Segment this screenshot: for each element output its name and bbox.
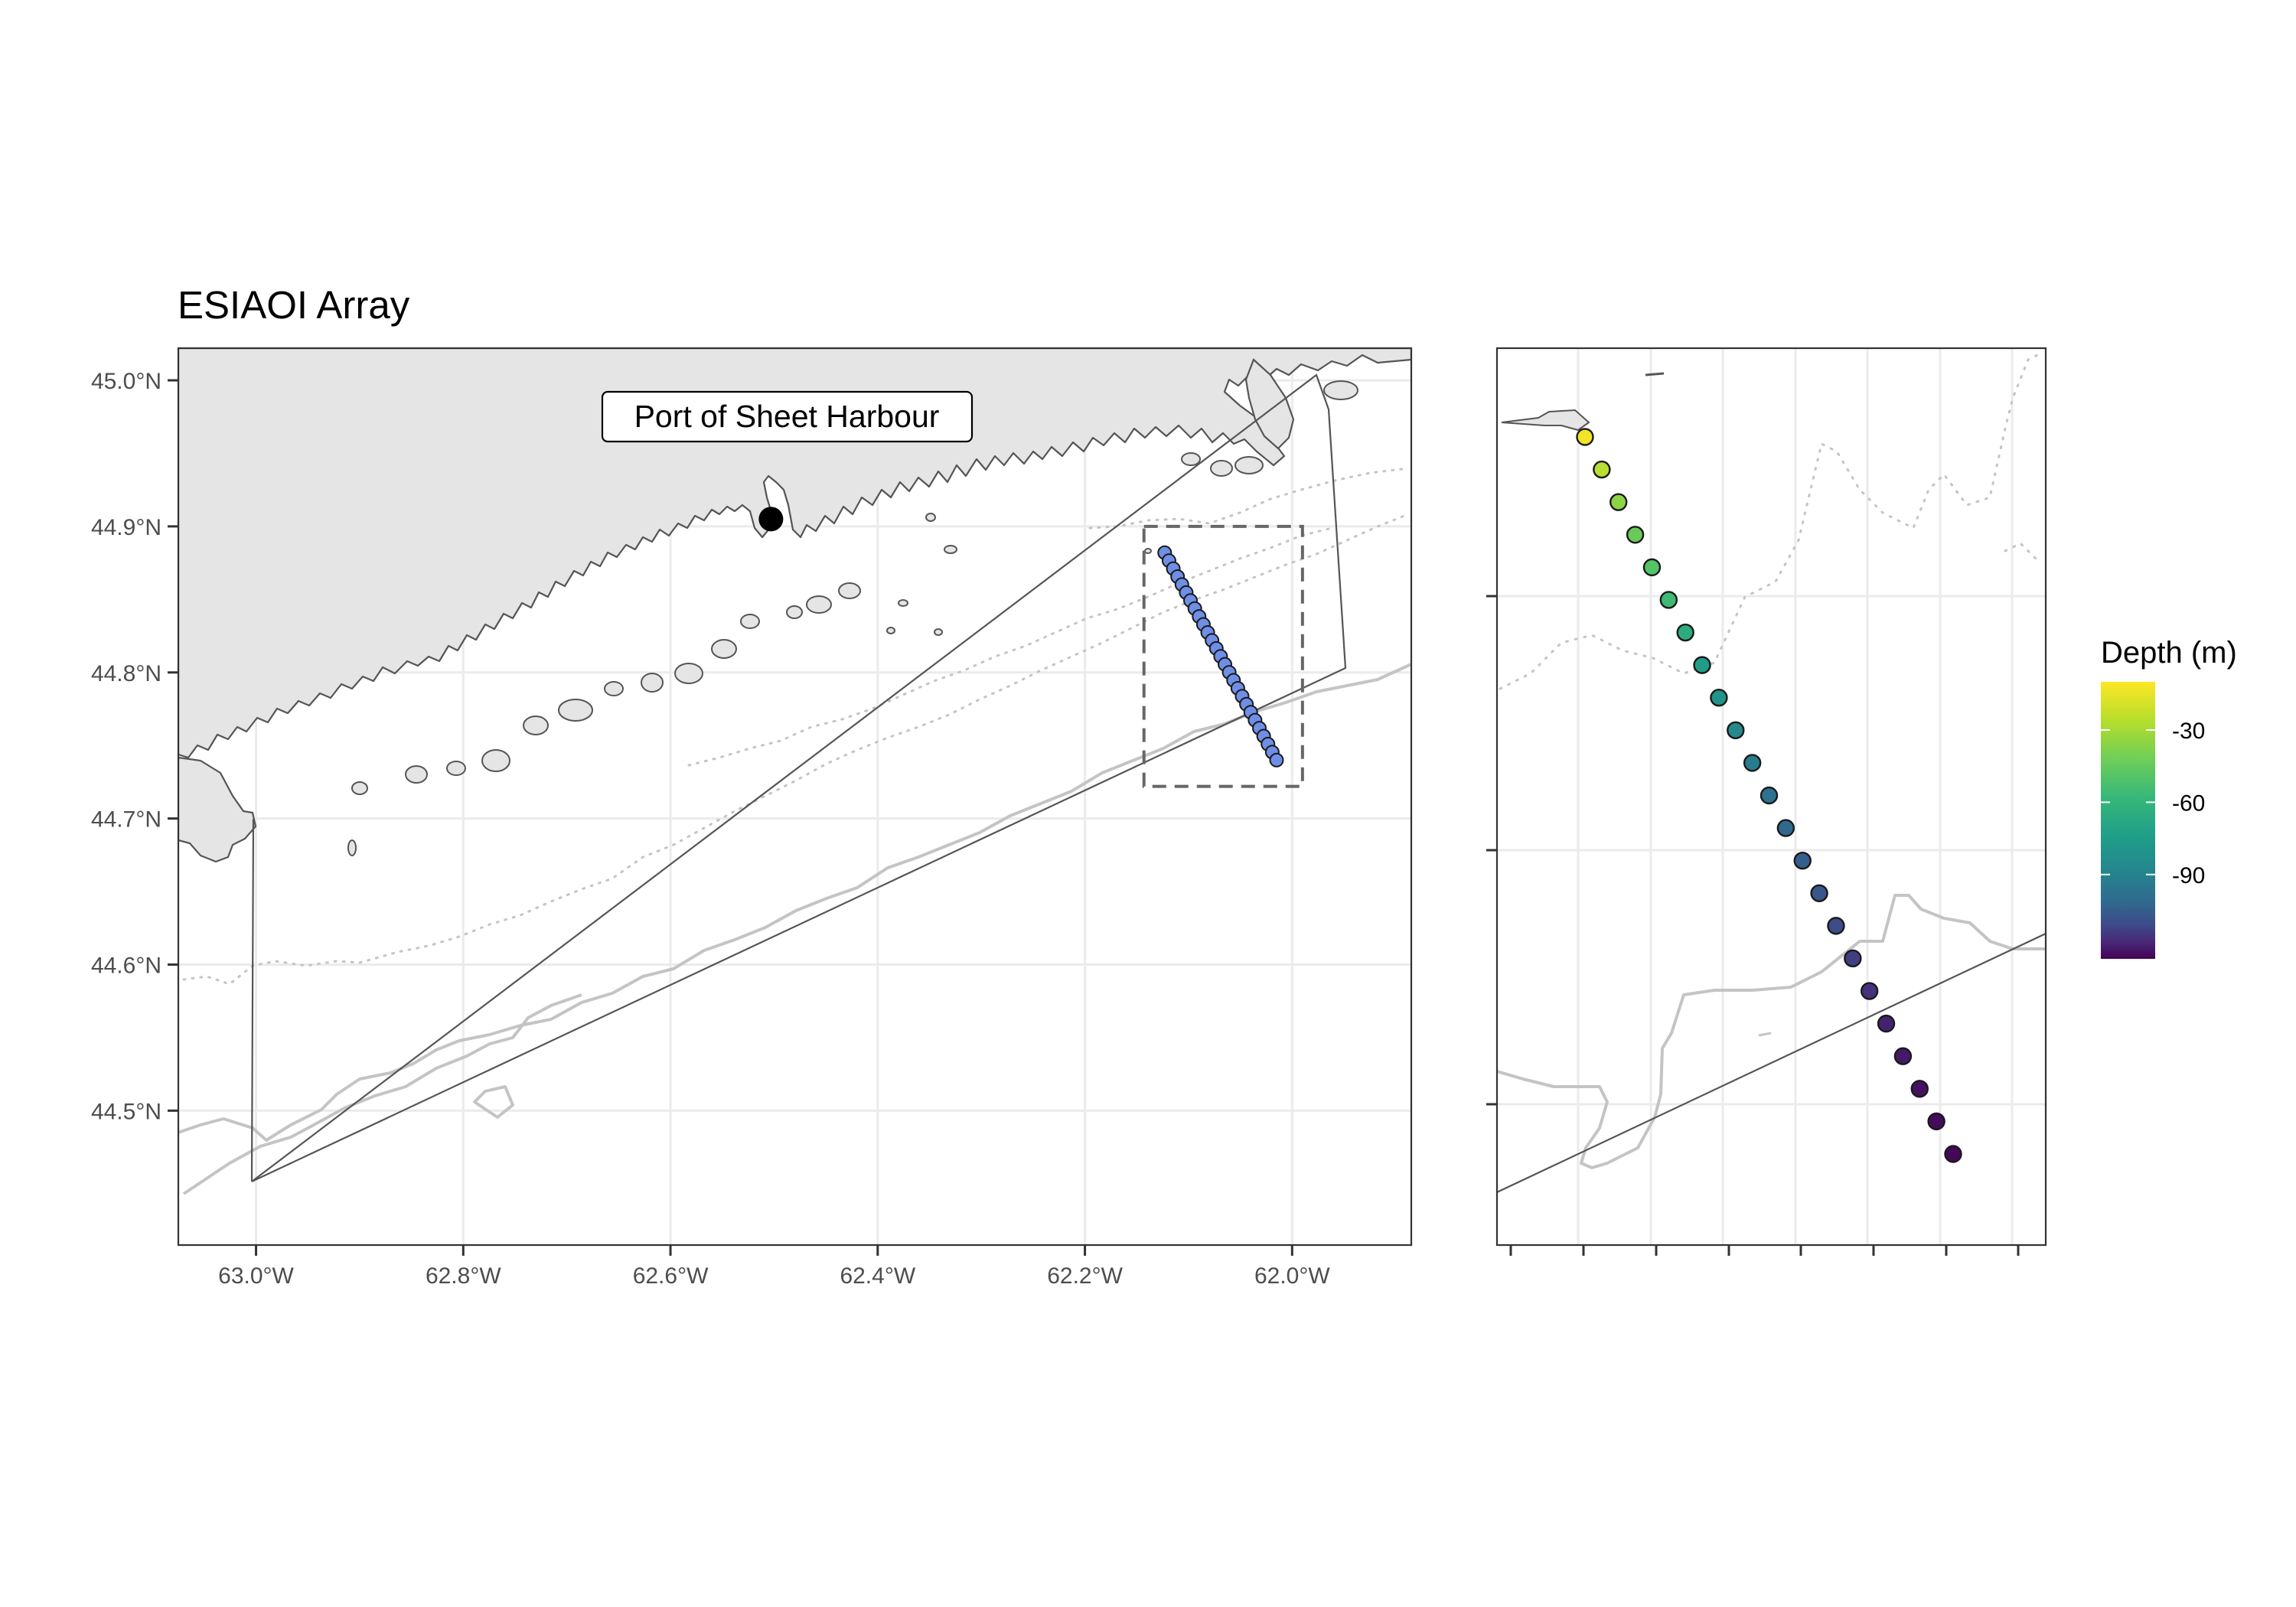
inset-depth-contour-dash xyxy=(1758,1032,1772,1037)
y-axis-tick-label: 44.5°N xyxy=(91,1099,161,1124)
peninsula-west xyxy=(178,756,257,863)
port-label: Port of Sheet Harbour xyxy=(601,390,974,443)
main-map-x-axis: 63.0°W 62.8°W 62.6°W 62.4°W 62.2°W 62.0°W xyxy=(218,1245,1330,1289)
inset-map-axis-ticks xyxy=(1486,595,2020,1256)
inset-depth-contour-solid xyxy=(1497,894,2046,1169)
x-axis-tick-label: 62.4°W xyxy=(840,1263,915,1289)
study-area-polygon xyxy=(251,373,1347,1182)
inset-station-markers xyxy=(1576,428,1962,1163)
depth-station-marker xyxy=(1576,428,1594,446)
depth-station-marker xyxy=(1609,493,1628,511)
inset-study-area-edge xyxy=(1497,933,2046,1193)
main-map: Port of Sheet Harbour 63.0°W 62.8°W 62.6°W… xyxy=(91,347,1413,1289)
inset-map-frame xyxy=(1495,347,2047,1247)
depth-station-marker xyxy=(1626,526,1645,544)
port-marker xyxy=(758,507,784,532)
depth-station-marker xyxy=(1927,1112,1945,1131)
x-axis-tick-label: 63.0°W xyxy=(218,1263,294,1289)
main-map-y-axis: 44.5°N 44.6°N 44.7°N 44.8°N 44.9°N 45.0°N xyxy=(91,369,178,1124)
depth-station-marker xyxy=(1944,1145,1962,1163)
depth-station-marker xyxy=(1860,982,1879,1000)
depth-station-marker xyxy=(1693,656,1711,674)
depth-station-marker xyxy=(1910,1080,1929,1098)
port-label-box xyxy=(601,390,974,443)
depth-station-marker xyxy=(1727,721,1745,740)
x-axis-tick-label: 62.8°W xyxy=(426,1263,501,1289)
depth-station-marker xyxy=(1844,949,1862,968)
y-axis-tick-label: 44.8°N xyxy=(91,661,161,686)
depth-station-marker xyxy=(1760,786,1779,805)
depth-station-marker xyxy=(1893,1047,1913,1065)
study-area-west-edge xyxy=(250,818,255,1182)
legend-tick-label: -90 xyxy=(2172,863,2205,888)
inset-island xyxy=(1501,409,1590,432)
legend-colorbar xyxy=(2101,682,2155,959)
main-map-frame xyxy=(177,347,1413,1247)
depth-contour-dotted xyxy=(182,467,1410,986)
islands xyxy=(347,380,1358,856)
depth-station-marker xyxy=(1877,1014,1896,1033)
inset-map-gridlines xyxy=(1497,348,2046,1245)
inset-extent-box xyxy=(1142,524,1304,788)
inset-map xyxy=(1486,347,2047,1256)
main-station-markers xyxy=(1157,545,1284,768)
y-axis-tick-label: 45.0°N xyxy=(91,369,161,394)
headland-east xyxy=(1244,358,1295,450)
inset-rock xyxy=(1645,372,1665,376)
depth-station-marker xyxy=(1827,917,1845,935)
legend-ticks: -30 -60 -90 xyxy=(2101,719,2205,888)
map-title: ESIAOI Array xyxy=(178,283,410,327)
port-label-text: Port of Sheet Harbour xyxy=(634,399,940,434)
depth-station-marker xyxy=(1659,591,1678,609)
y-axis-tick-label: 44.6°N xyxy=(91,953,161,979)
depth-station-marker xyxy=(1810,884,1828,902)
depth-station-marker xyxy=(1793,851,1812,870)
legend-tick-label: -60 xyxy=(2172,790,2205,816)
x-axis-tick-label: 62.0°W xyxy=(1254,1263,1330,1289)
y-axis-tick-label: 44.9°N xyxy=(91,515,161,540)
x-axis-tick-label: 62.2°W xyxy=(1047,1263,1123,1289)
depth-station-marker xyxy=(1676,623,1694,642)
station-marker xyxy=(1269,752,1284,768)
depth-station-marker xyxy=(1593,460,1611,479)
depth-legend: Depth (m) -30 -60 -90 xyxy=(2101,636,2237,959)
depth-contour-solid-inner xyxy=(182,993,582,1195)
x-axis-tick-label: 62.6°W xyxy=(633,1263,709,1289)
legend-title: Depth (m) xyxy=(2101,636,2237,670)
mainland-landmass xyxy=(178,348,1411,759)
depth-station-marker xyxy=(1743,754,1762,772)
depth-station-marker xyxy=(1776,819,1795,837)
depth-contour-solid xyxy=(178,663,1411,1142)
depth-station-marker xyxy=(1642,558,1662,577)
legend-tick-label: -30 xyxy=(2172,719,2205,744)
inset-depth-contour-dotted xyxy=(1499,350,2045,690)
depth-station-marker xyxy=(1710,689,1728,707)
y-axis-tick-label: 44.7°N xyxy=(91,807,161,833)
